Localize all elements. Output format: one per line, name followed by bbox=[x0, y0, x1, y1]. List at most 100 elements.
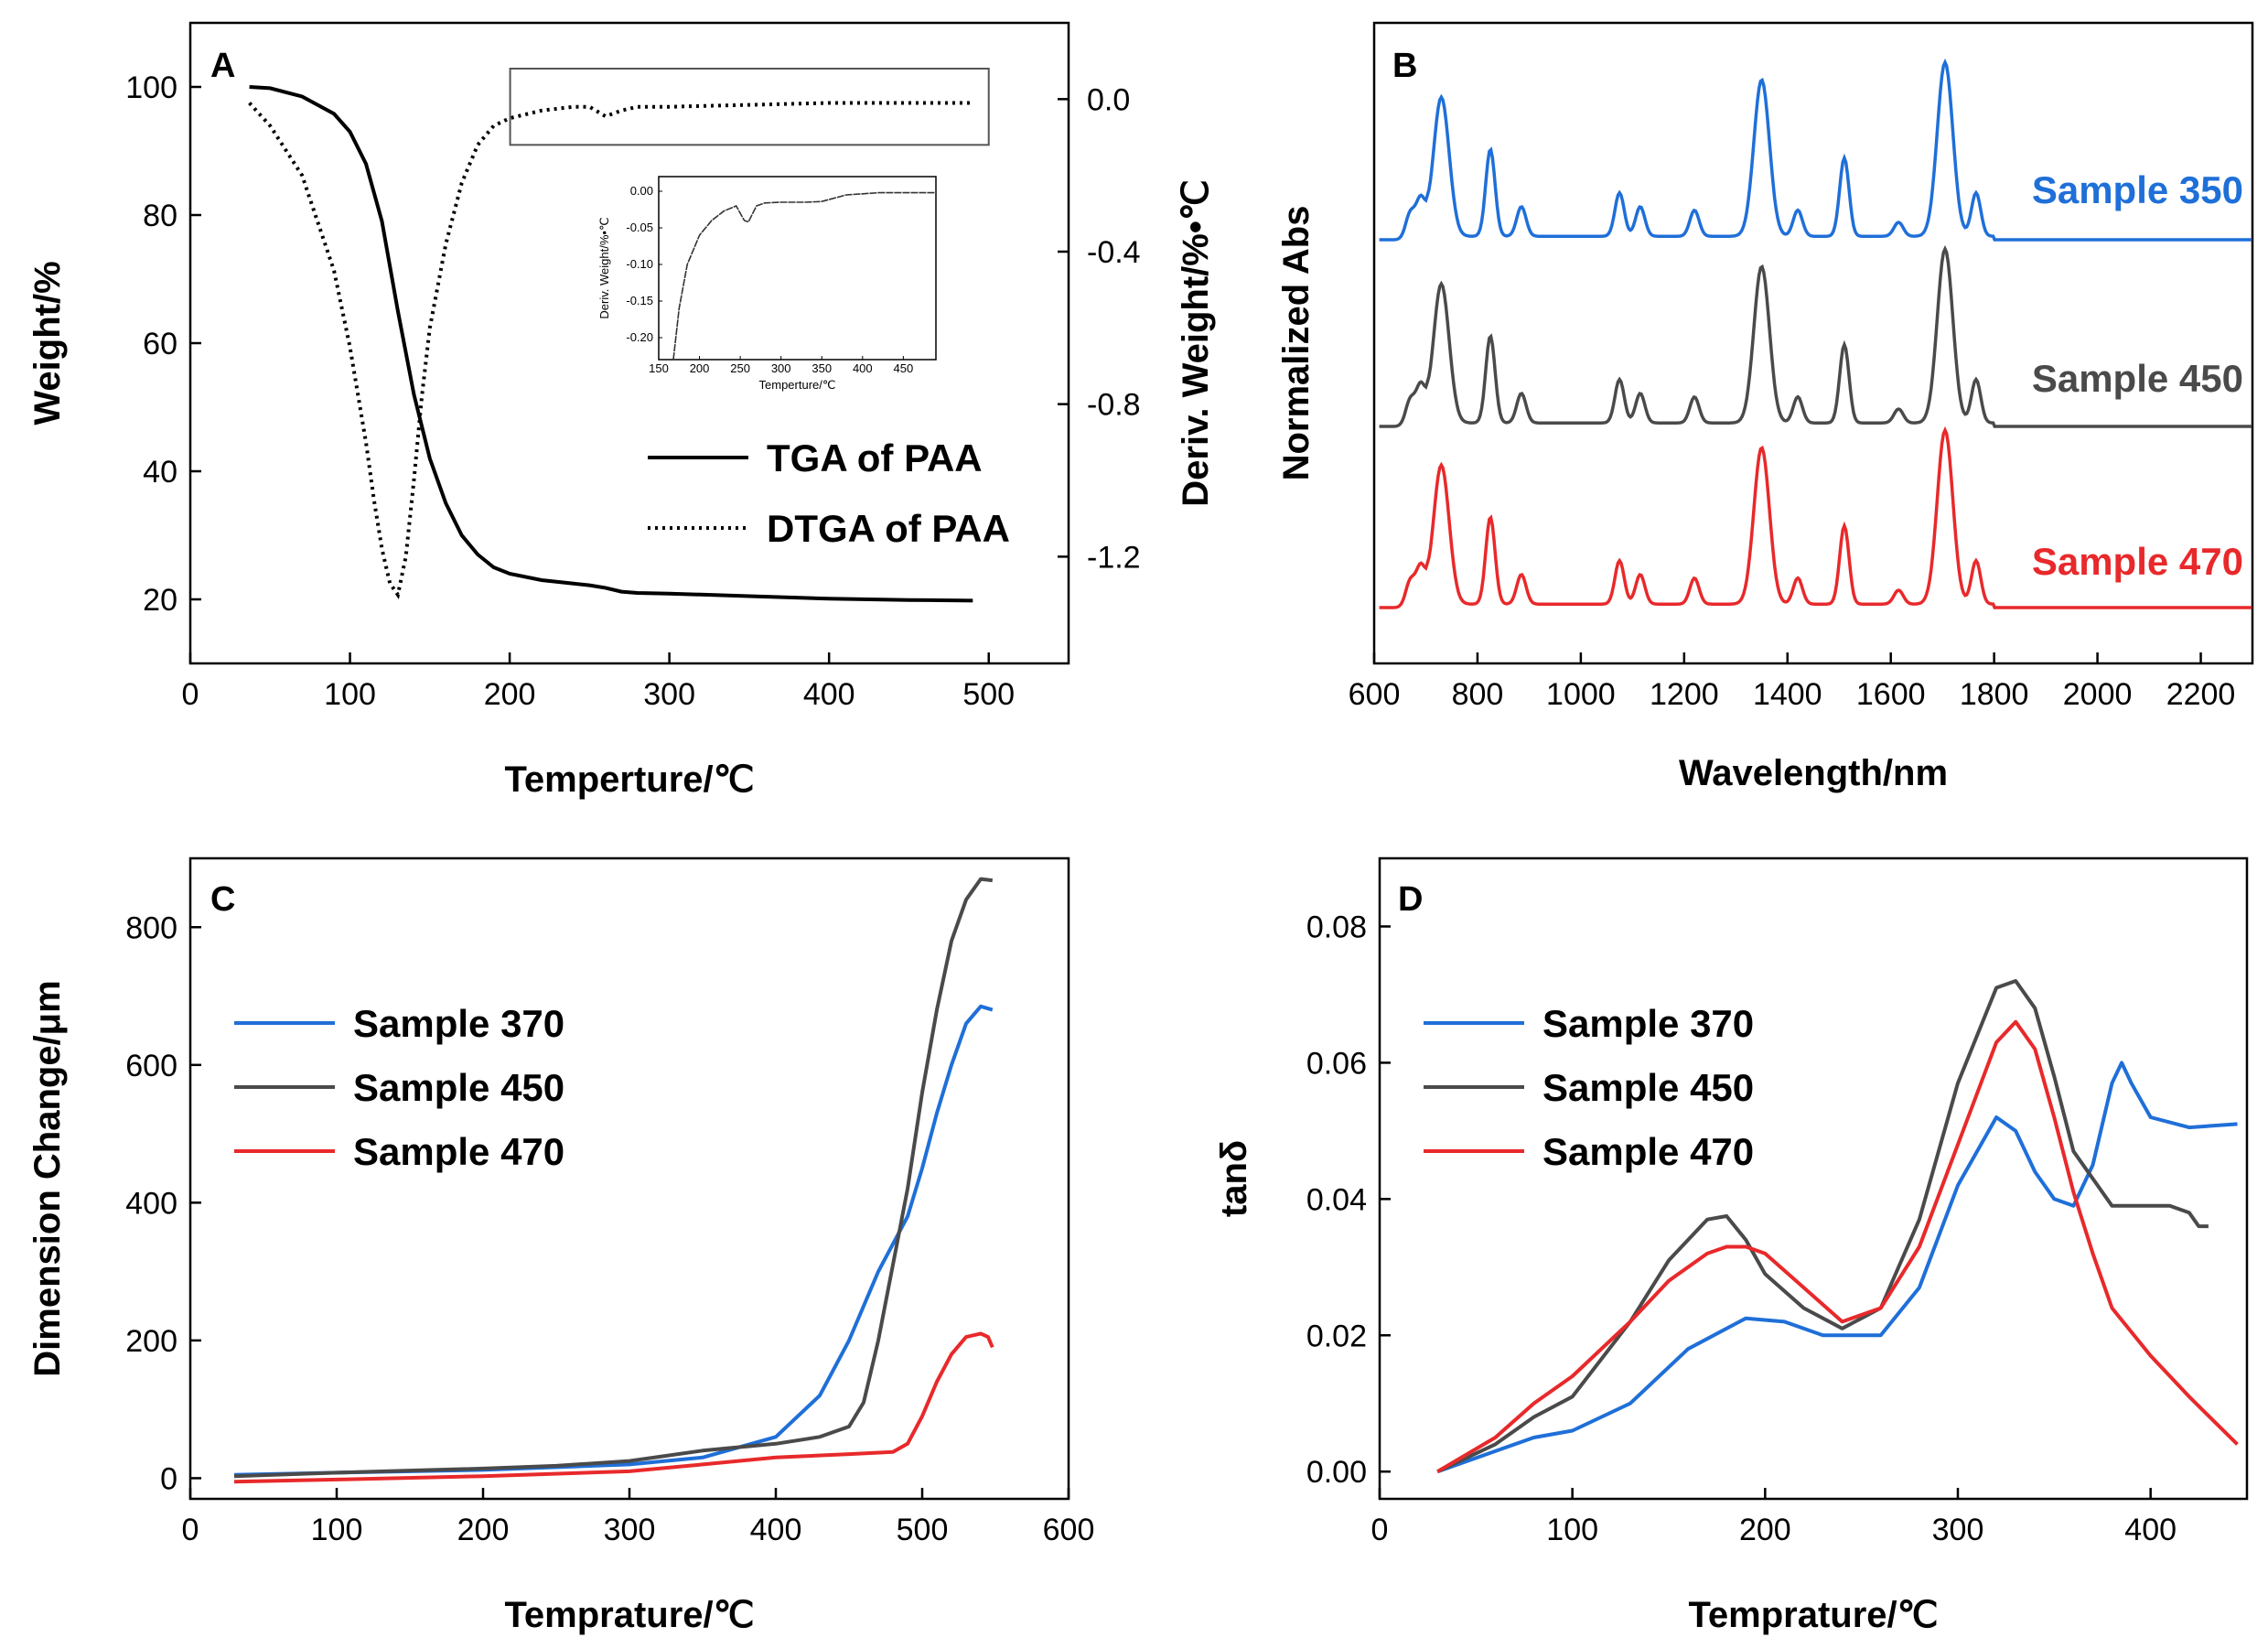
panel-d-axes: 0 100 200 300 400 0.00 0.02 0.04 0.06 0.08 Sample … bbox=[1306, 910, 2239, 1547]
panel-c-legend-label: Sample 470 bbox=[353, 1130, 564, 1173]
panel-a-xtick-label: 500 bbox=[962, 677, 1015, 712]
panel-b-series-sample-450 bbox=[1379, 244, 2252, 428]
inset-xtick-label: 350 bbox=[812, 361, 832, 375]
inset-xtick-label: 450 bbox=[894, 361, 914, 375]
panel-a-letter: A bbox=[210, 47, 235, 85]
panel-b-axes: 600 800 1000 1200 1400 1600 1800 2000 2200 Sample… bbox=[1349, 58, 2252, 712]
panel-a-axes: 0 100 200 300 400 500 20 40 60 80 100 0.0 -0.4 -0.8 -1… bbox=[125, 70, 1140, 712]
panel-c-series-sample-470 bbox=[233, 1331, 994, 1484]
panel-d-legend-label: Sample 370 bbox=[1542, 1002, 1754, 1045]
panel-a-ylabel: Weight/% bbox=[27, 261, 68, 425]
panel-b-xlabel: Wavelength/nm bbox=[1679, 753, 1948, 793]
panel-a-xlabel: Temperture/℃ bbox=[504, 759, 754, 800]
panel-c-xtick-label: 500 bbox=[897, 1513, 949, 1547]
panel-d-legend-label: Sample 450 bbox=[1542, 1066, 1754, 1109]
panel-c-ytick-label: 600 bbox=[125, 1049, 177, 1083]
panel-a-ytick-label: 20 bbox=[143, 583, 177, 618]
panel-a-y2tick-label: -0.8 bbox=[1087, 388, 1141, 423]
panel-d-xtick-label: 300 bbox=[1932, 1513, 1984, 1547]
panel-a-xtick-label: 400 bbox=[803, 677, 855, 712]
panel-d-legend-label: Sample 470 bbox=[1542, 1130, 1754, 1173]
panel-b-series-sample-470 bbox=[1379, 425, 2252, 609]
panel-a-series-tga bbox=[249, 85, 973, 603]
inset-series bbox=[672, 191, 936, 361]
panel-c-letter: C bbox=[210, 880, 235, 919]
panel-c-xtick-label: 300 bbox=[604, 1513, 656, 1547]
panel-a-inset: 150 200 250 300 350 400 450 0.00 -0.05 -0.10 -0.15… bbox=[597, 176, 937, 392]
panel-d-xtick-label: 0 bbox=[1371, 1513, 1389, 1547]
panel-d-xtick-label: 100 bbox=[1546, 1513, 1598, 1547]
panel-a-xtick-label: 100 bbox=[324, 677, 376, 712]
panel-b-xtick-label: 800 bbox=[1452, 677, 1504, 712]
panel-b-series-label: Sample 350 bbox=[2032, 168, 2243, 211]
panel-c-xtick-label: 600 bbox=[1043, 1513, 1095, 1547]
panel-d-xtick-label: 200 bbox=[1739, 1513, 1791, 1547]
panel-a-ytick-label: 100 bbox=[125, 70, 177, 105]
inset-xtick-label: 150 bbox=[649, 361, 669, 375]
panel-d-ytick-label: 0.04 bbox=[1306, 1182, 1367, 1217]
panel-c-legend-label: Sample 370 bbox=[353, 1002, 564, 1045]
panel-b-xtick-label: 2000 bbox=[2063, 677, 2133, 712]
panel-d-series-sample-470 bbox=[1436, 1019, 2239, 1473]
inset-xtick-label: 200 bbox=[690, 361, 710, 375]
panel-b-frame bbox=[1372, 21, 2254, 665]
panel-b: B 600 800 1000 1200 1400 1600 1800 2000 2200 Samp… bbox=[1276, 21, 2254, 793]
inset-xtick-label: 300 bbox=[771, 361, 791, 375]
panel-d-xlabel: Temprature/℃ bbox=[1688, 1595, 1938, 1635]
panel-d-ylabel: tanδ bbox=[1214, 1140, 1254, 1217]
panel-c-xtick-label: 200 bbox=[457, 1513, 510, 1547]
panel-d-ytick-label: 0.08 bbox=[1306, 910, 1367, 944]
panel-a-ytick-label: 80 bbox=[143, 199, 177, 233]
inset-ylabel: Deriv. Weight/%•℃ bbox=[597, 217, 611, 318]
panel-b-series-label: Sample 470 bbox=[2032, 540, 2243, 583]
panel-c-xtick-label: 0 bbox=[182, 1513, 199, 1547]
panel-a: A 0 100 200 300 400 500 20 40 60 80 100 0.0 -0.4 -0.8… bbox=[27, 21, 1216, 800]
panel-d-xtick-label: 400 bbox=[2124, 1513, 2177, 1547]
panel-c-ylabel: Dimension Change/μm bbox=[27, 980, 68, 1376]
panel-a-xtick-label: 200 bbox=[484, 677, 536, 712]
panel-b-xtick-label: 1800 bbox=[1960, 677, 2029, 712]
panel-d-letter: D bbox=[1398, 880, 1423, 919]
panel-a-legend-dtga: DTGA of PAA bbox=[767, 507, 1010, 550]
panel-a-xtick-label: 0 bbox=[182, 677, 199, 712]
inset-ytick-label: 0.00 bbox=[630, 184, 653, 198]
panel-b-xtick-label: 2200 bbox=[2166, 677, 2236, 712]
panel-c-xlabel: Temprature/℃ bbox=[504, 1595, 754, 1635]
panel-c-series-sample-450 bbox=[233, 877, 994, 1479]
panel-a-ytick-label: 60 bbox=[143, 327, 177, 361]
panel-c-legend-label: Sample 450 bbox=[353, 1066, 564, 1109]
panel-c-ytick-label: 800 bbox=[125, 910, 177, 945]
panel-b-xtick-label: 1400 bbox=[1753, 677, 1822, 712]
panel-c-ytick-label: 400 bbox=[125, 1186, 177, 1221]
inset-xlabel: Temperture/℃ bbox=[759, 378, 836, 392]
panel-c-axes: 0 100 200 300 400 500 600 0 200 400 600 800 Sample 3… bbox=[125, 877, 1095, 1547]
panel-b-xtick-label: 1600 bbox=[1856, 677, 1926, 712]
panel-b-letter: B bbox=[1392, 47, 1417, 85]
panel-b-series-label: Sample 450 bbox=[2032, 357, 2243, 400]
inset-ytick-label: -0.05 bbox=[626, 221, 653, 234]
panel-b-ylabel: Normalized Abs bbox=[1276, 206, 1317, 481]
panel-c-ytick-label: 200 bbox=[125, 1324, 177, 1359]
panel-b-series-sample-350 bbox=[1379, 58, 2252, 242]
panel-b-xtick-label: 1000 bbox=[1546, 677, 1616, 712]
panel-a-y2label: Deriv. Weight/%•℃ bbox=[1176, 179, 1216, 507]
panel-a-ytick-label: 40 bbox=[143, 455, 177, 490]
inset-ytick-label: -0.15 bbox=[626, 294, 653, 307]
inset-xtick-label: 250 bbox=[730, 361, 750, 375]
panel-d-frame bbox=[1378, 856, 2249, 1501]
panel-d-ytick-label: 0.00 bbox=[1306, 1455, 1367, 1490]
panel-a-y2tick-label: -0.4 bbox=[1087, 235, 1141, 270]
panel-b-xtick-label: 1200 bbox=[1650, 677, 1719, 712]
panel-c-series-sample-370 bbox=[233, 1004, 994, 1477]
inset-ytick-label: -0.20 bbox=[626, 330, 653, 344]
panel-d-ytick-label: 0.06 bbox=[1306, 1046, 1367, 1081]
panel-c-xtick-label: 100 bbox=[311, 1513, 363, 1547]
panel-c-frame bbox=[188, 856, 1070, 1501]
inset-ytick-label: -0.10 bbox=[626, 257, 653, 271]
panel-a-legend-tga: TGA of PAA bbox=[767, 436, 983, 479]
panel-a-y2tick-label: 0.0 bbox=[1087, 82, 1130, 117]
inset-xtick-label: 400 bbox=[853, 361, 873, 375]
panel-c-xtick-label: 400 bbox=[750, 1513, 802, 1547]
panel-d-series-sample-370 bbox=[1436, 1061, 2238, 1474]
